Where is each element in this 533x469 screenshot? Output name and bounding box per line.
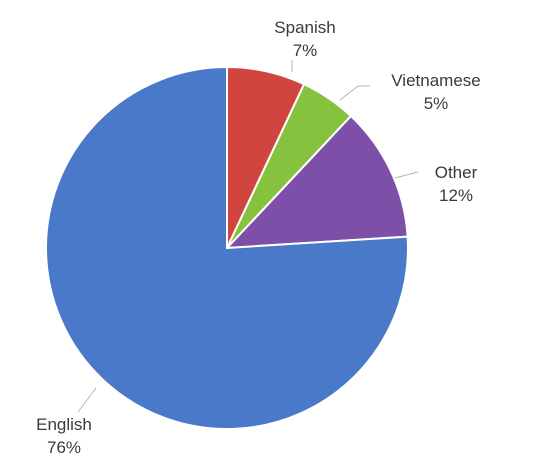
leader-line-other: [394, 171, 419, 179]
slice-label-vietnamese: Vietnamese: [391, 71, 480, 90]
leader-line-vietnamese: [339, 85, 370, 101]
slice-label-other: Other: [435, 163, 478, 182]
leader-lines: [77, 60, 419, 413]
slice-label-spanish: Spanish: [274, 18, 335, 37]
pie-slice-english: [45, 65, 409, 430]
slice-value-other: 12%: [439, 186, 473, 205]
pie-slices: [45, 65, 409, 430]
slice-label-english: English: [36, 415, 92, 434]
pie-slice-other: [224, 114, 409, 250]
slice-value-spanish: 7%: [293, 41, 318, 60]
slice-value-vietnamese: 5%: [424, 94, 449, 113]
slice-labels: Spanish 7% Vietnamese 5% Other 12% English 76%: [36, 18, 481, 457]
slice-value-english: 76%: [47, 438, 81, 457]
leader-line-english: [77, 387, 97, 413]
